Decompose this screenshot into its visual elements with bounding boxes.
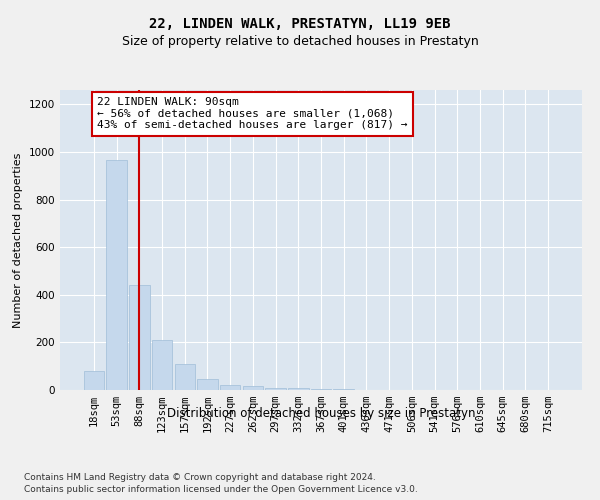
- Text: 22 LINDEN WALK: 90sqm
← 56% of detached houses are smaller (1,068)
43% of semi-d: 22 LINDEN WALK: 90sqm ← 56% of detached …: [97, 97, 408, 130]
- Bar: [152, 340, 172, 390]
- Bar: [242, 386, 263, 390]
- Text: Distribution of detached houses by size in Prestatyn: Distribution of detached houses by size …: [167, 408, 475, 420]
- Bar: [197, 380, 218, 390]
- Bar: [129, 285, 149, 390]
- Bar: [265, 388, 286, 390]
- Y-axis label: Number of detached properties: Number of detached properties: [13, 152, 23, 328]
- Text: 22, LINDEN WALK, PRESTATYN, LL19 9EB: 22, LINDEN WALK, PRESTATYN, LL19 9EB: [149, 18, 451, 32]
- Text: Contains public sector information licensed under the Open Government Licence v3: Contains public sector information licen…: [24, 485, 418, 494]
- Bar: [84, 371, 104, 390]
- Bar: [220, 385, 241, 390]
- Bar: [106, 160, 127, 390]
- Bar: [311, 389, 331, 390]
- Bar: [288, 388, 308, 390]
- Text: Contains HM Land Registry data © Crown copyright and database right 2024.: Contains HM Land Registry data © Crown c…: [24, 472, 376, 482]
- Bar: [175, 364, 195, 390]
- Text: Size of property relative to detached houses in Prestatyn: Size of property relative to detached ho…: [122, 35, 478, 48]
